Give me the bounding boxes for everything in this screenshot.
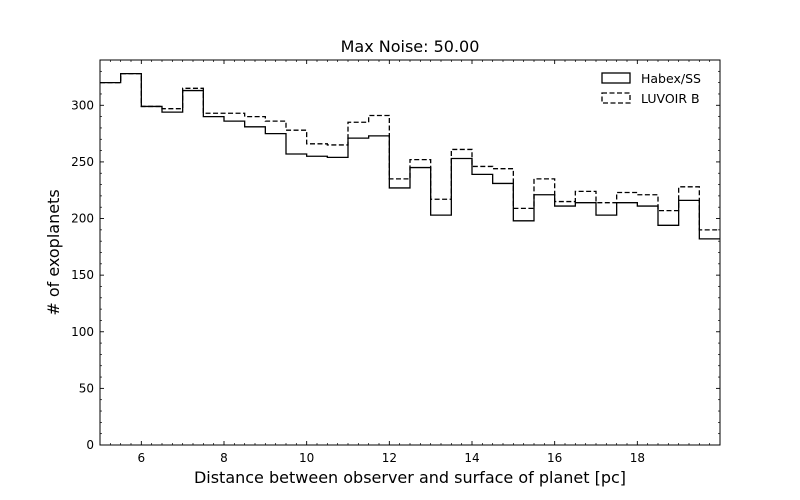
- x-tick-label: 16: [547, 451, 562, 465]
- x-tick-label: 18: [630, 451, 645, 465]
- series-line-luvoir-b: [100, 72, 720, 231]
- x-axis-title: Distance between observer and surface of…: [194, 468, 626, 487]
- legend-label-luvoir-b: LUVOIR B: [641, 91, 700, 106]
- x-tick-label: 6: [138, 451, 146, 465]
- ticks-layer: 6 8 10 12 14 16 18 0 50 100 150 200 250 300: [71, 59, 721, 465]
- chart-title: Max Noise: 50.00: [341, 37, 480, 56]
- legend-swatch-habex-ss: [601, 72, 631, 84]
- y-tick-label: 0: [86, 438, 94, 452]
- plot-frame: [99, 59, 721, 446]
- y-tick-label: 250: [71, 155, 94, 169]
- y-tick-label: 300: [71, 98, 94, 112]
- x-tick-label: 14: [464, 451, 479, 465]
- y-tick-label: 200: [71, 212, 94, 226]
- y-tick-label: 150: [71, 268, 94, 282]
- series-line-habex-ss: [100, 72, 720, 240]
- legend-label-habex-ss: Habex/SS: [641, 71, 701, 86]
- legend-swatch-luvoir-b: [601, 92, 631, 104]
- y-axis-title: # of exoplanets: [44, 189, 63, 315]
- x-tick-label: 12: [382, 451, 397, 465]
- series-layer: [100, 72, 720, 240]
- x-tick-label: 8: [220, 451, 228, 465]
- x-tick-label: 10: [299, 451, 314, 465]
- y-tick-label: 50: [79, 381, 94, 395]
- y-tick-label: 100: [71, 325, 94, 339]
- legend: Habex/SS LUVOIR B: [601, 71, 701, 106]
